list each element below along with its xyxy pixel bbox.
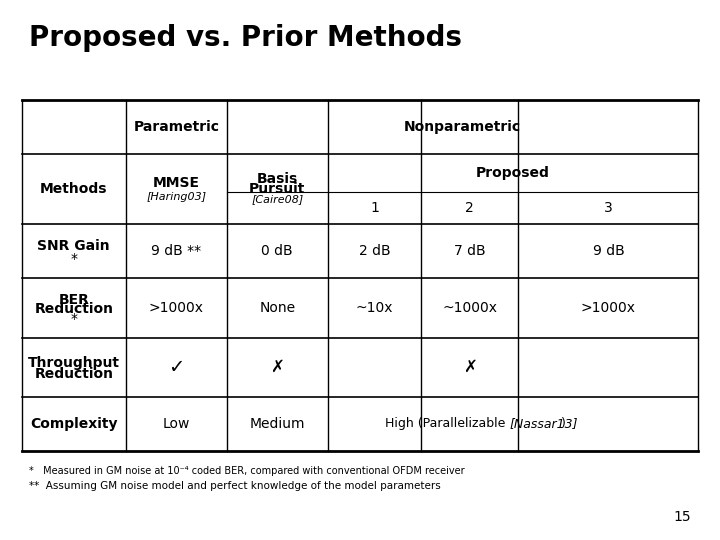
Text: Pursuit: Pursuit bbox=[249, 182, 305, 196]
Text: ~1000x: ~1000x bbox=[442, 301, 498, 315]
Text: *   Measured in GM noise at 10⁻⁴ coded BER, compared with conventional OFDM rece: * Measured in GM noise at 10⁻⁴ coded BER… bbox=[29, 466, 464, 476]
Text: Reduction: Reduction bbox=[35, 302, 113, 316]
Text: SNR Gain: SNR Gain bbox=[37, 239, 110, 253]
Text: Proposed: Proposed bbox=[476, 166, 550, 180]
Text: Low: Low bbox=[163, 417, 190, 431]
Text: Methods: Methods bbox=[40, 182, 107, 196]
Text: ✓: ✓ bbox=[168, 357, 184, 377]
Text: 3: 3 bbox=[604, 201, 613, 215]
Text: Complexity: Complexity bbox=[30, 417, 117, 431]
Text: 2: 2 bbox=[465, 201, 474, 215]
Text: Nonparametric: Nonparametric bbox=[404, 120, 521, 134]
Text: None: None bbox=[259, 301, 295, 315]
Text: ✗: ✗ bbox=[270, 358, 284, 376]
Text: Reduction: Reduction bbox=[35, 367, 113, 381]
Text: ✗: ✗ bbox=[463, 358, 477, 376]
Text: [Haring03]: [Haring03] bbox=[146, 192, 207, 201]
Text: Throughput: Throughput bbox=[28, 356, 120, 370]
Text: Basis: Basis bbox=[256, 172, 298, 186]
Text: **  Assuming GM noise model and perfect knowledge of the model parameters: ** Assuming GM noise model and perfect k… bbox=[29, 481, 441, 491]
Text: 0 dB: 0 dB bbox=[261, 244, 293, 258]
Text: >1000x: >1000x bbox=[581, 301, 636, 315]
Text: 15: 15 bbox=[674, 510, 691, 524]
Text: *: * bbox=[71, 252, 77, 266]
Text: Parametric: Parametric bbox=[133, 120, 220, 134]
Text: Medium: Medium bbox=[249, 417, 305, 431]
Text: MMSE: MMSE bbox=[153, 176, 200, 190]
Text: High (Parallelizable: High (Parallelizable bbox=[385, 417, 510, 430]
Text: >1000x: >1000x bbox=[149, 301, 204, 315]
Text: Proposed vs. Prior Methods: Proposed vs. Prior Methods bbox=[29, 24, 462, 52]
Text: [Nassar13]: [Nassar13] bbox=[510, 417, 578, 430]
Text: 9 dB **: 9 dB ** bbox=[151, 244, 202, 258]
Text: BER: BER bbox=[58, 293, 89, 307]
Text: ~10x: ~10x bbox=[356, 301, 393, 315]
Text: 2 dB: 2 dB bbox=[359, 244, 390, 258]
Text: ): ) bbox=[562, 417, 566, 430]
Text: 7 dB: 7 dB bbox=[454, 244, 485, 258]
Text: *: * bbox=[71, 312, 77, 326]
Text: 9 dB: 9 dB bbox=[593, 244, 624, 258]
Text: 1: 1 bbox=[370, 201, 379, 215]
Text: [Caire08]: [Caire08] bbox=[251, 194, 303, 204]
